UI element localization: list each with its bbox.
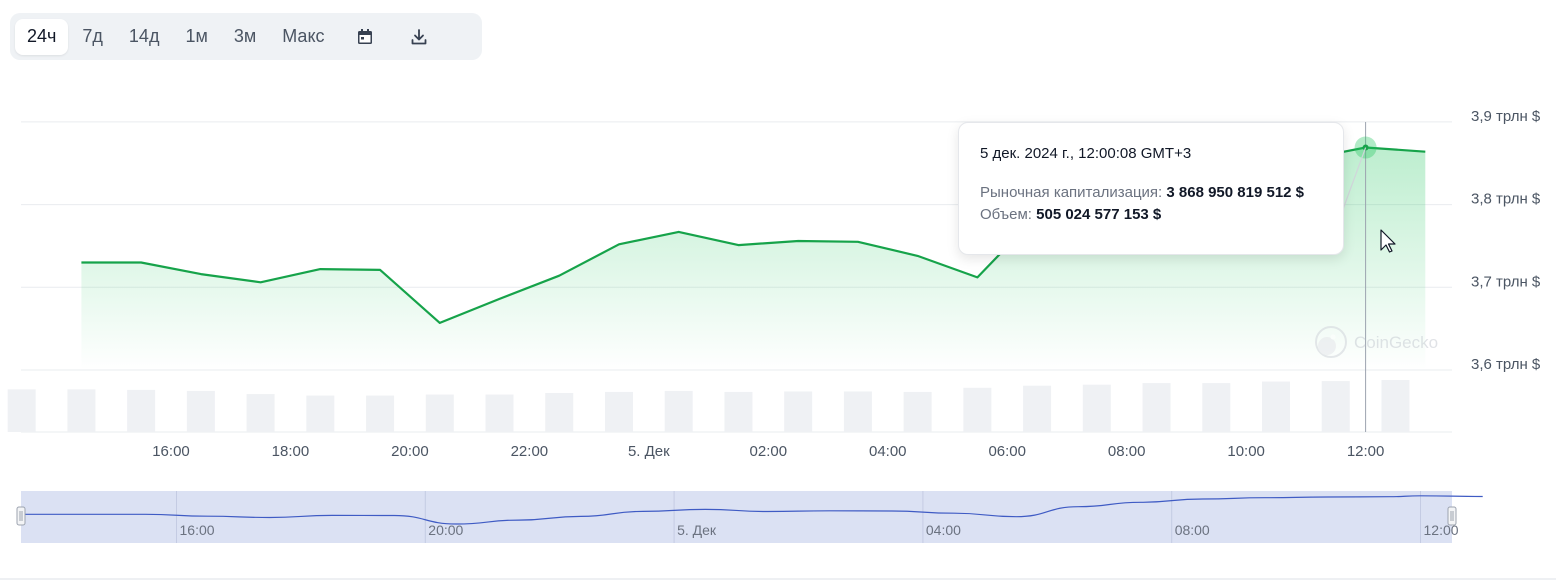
x-tick-label: 10:00 bbox=[1227, 443, 1265, 460]
range-toolbar: 24ч 7д 14д 1м 3м Макс bbox=[10, 13, 482, 60]
volume-bar bbox=[604, 391, 633, 432]
range-14d-button[interactable]: 14д bbox=[128, 26, 160, 46]
calendar-icon bbox=[357, 28, 372, 44]
tooltip-volume-row: Объем: 505 024 577 153 $ bbox=[980, 206, 1322, 223]
range-24h-button[interactable]: 24ч bbox=[15, 18, 69, 55]
volume-bar bbox=[1381, 380, 1410, 432]
y-tick-label: 3,6 трлн $ bbox=[1471, 356, 1541, 373]
download-icon bbox=[411, 28, 426, 44]
x-tick-label: 5. Дек bbox=[628, 443, 670, 460]
mouse-cursor-icon bbox=[1380, 229, 1396, 253]
x-tick-label: 22:00 bbox=[511, 443, 549, 460]
navigator-tick-label: 04:00 bbox=[926, 522, 961, 538]
coingecko-watermark: CoinGecko bbox=[1315, 326, 1438, 358]
tooltip-market-cap-row: Рыночная капитализация: 3 868 950 819 51… bbox=[980, 184, 1322, 201]
calendar-button[interactable] bbox=[345, 19, 385, 55]
hover-tooltip: 5 дек. 2024 г., 12:00:08 GMT+3 Рыночная … bbox=[958, 122, 1344, 255]
navigator-right-handle[interactable] bbox=[1447, 506, 1457, 526]
volume-bar bbox=[843, 391, 872, 432]
navigator-tick-label: 5. Дек bbox=[677, 522, 717, 538]
tooltip-volume-value: 505 024 577 153 $ bbox=[1036, 206, 1162, 223]
volume-bar bbox=[784, 391, 813, 432]
volume-bar bbox=[724, 391, 753, 432]
navigator-tick-label: 12:00 bbox=[1424, 522, 1459, 538]
tooltip-connector bbox=[1341, 147, 1367, 213]
x-tick-label: 02:00 bbox=[750, 443, 788, 460]
download-button[interactable] bbox=[399, 19, 439, 55]
volume-bar bbox=[127, 389, 156, 432]
volume-bar bbox=[903, 391, 932, 432]
tooltip-market-cap-label: Рыночная капитализация: bbox=[980, 184, 1163, 201]
bottom-divider bbox=[0, 578, 1556, 580]
volume-bar bbox=[425, 394, 454, 432]
volume-bar bbox=[366, 395, 395, 432]
range-3m-button[interactable]: 3м bbox=[233, 26, 257, 46]
navigator-tick-label: 08:00 bbox=[1175, 522, 1210, 538]
x-tick-label: 18:00 bbox=[272, 443, 310, 460]
tooltip-market-cap-value: 3 868 950 819 512 $ bbox=[1166, 184, 1305, 201]
tooltip-date: 5 дек. 2024 г., 12:00:08 GMT+3 bbox=[980, 145, 1192, 162]
volume-bar bbox=[664, 390, 693, 432]
volume-bar bbox=[963, 387, 992, 432]
volume-bar bbox=[306, 395, 335, 432]
volume-bar bbox=[1202, 383, 1231, 432]
volume-bar bbox=[246, 394, 275, 432]
x-tick-label: 08:00 bbox=[1108, 443, 1146, 460]
y-tick-label: 3,7 трлн $ bbox=[1471, 273, 1541, 290]
range-7d-button[interactable]: 7д bbox=[82, 26, 103, 46]
volume-bar bbox=[1082, 384, 1111, 432]
navigator-tick-label: 20:00 bbox=[428, 522, 463, 538]
watermark-text: CoinGecko bbox=[1354, 333, 1438, 352]
range-max-button[interactable]: Макс bbox=[282, 26, 325, 46]
range-1m-button[interactable]: 1м bbox=[185, 26, 208, 46]
tooltip-volume-label: Объем: bbox=[980, 206, 1032, 223]
volume-bar bbox=[7, 389, 36, 432]
x-tick-label: 20:00 bbox=[391, 443, 429, 460]
volume-bar bbox=[1262, 381, 1291, 432]
navigator-line bbox=[20, 495, 1483, 525]
x-tick-label: 16:00 bbox=[152, 443, 190, 460]
volume-bar bbox=[485, 394, 514, 432]
x-tick-label: 12:00 bbox=[1347, 443, 1385, 460]
volume-bar bbox=[186, 390, 215, 432]
x-tick-label: 06:00 bbox=[988, 443, 1026, 460]
volume-bar bbox=[1023, 385, 1052, 432]
volume-bar bbox=[1321, 381, 1350, 432]
y-tick-label: 3,9 трлн $ bbox=[1471, 108, 1541, 125]
navigator-left-handle[interactable] bbox=[16, 506, 26, 526]
y-tick-label: 3,8 трлн $ bbox=[1471, 191, 1541, 208]
x-tick-label: 04:00 bbox=[869, 443, 907, 460]
volume-bar bbox=[67, 389, 96, 432]
navigator-tick-label: 16:00 bbox=[180, 522, 215, 538]
volume-bar bbox=[1142, 383, 1171, 432]
volume-bar bbox=[545, 393, 574, 432]
